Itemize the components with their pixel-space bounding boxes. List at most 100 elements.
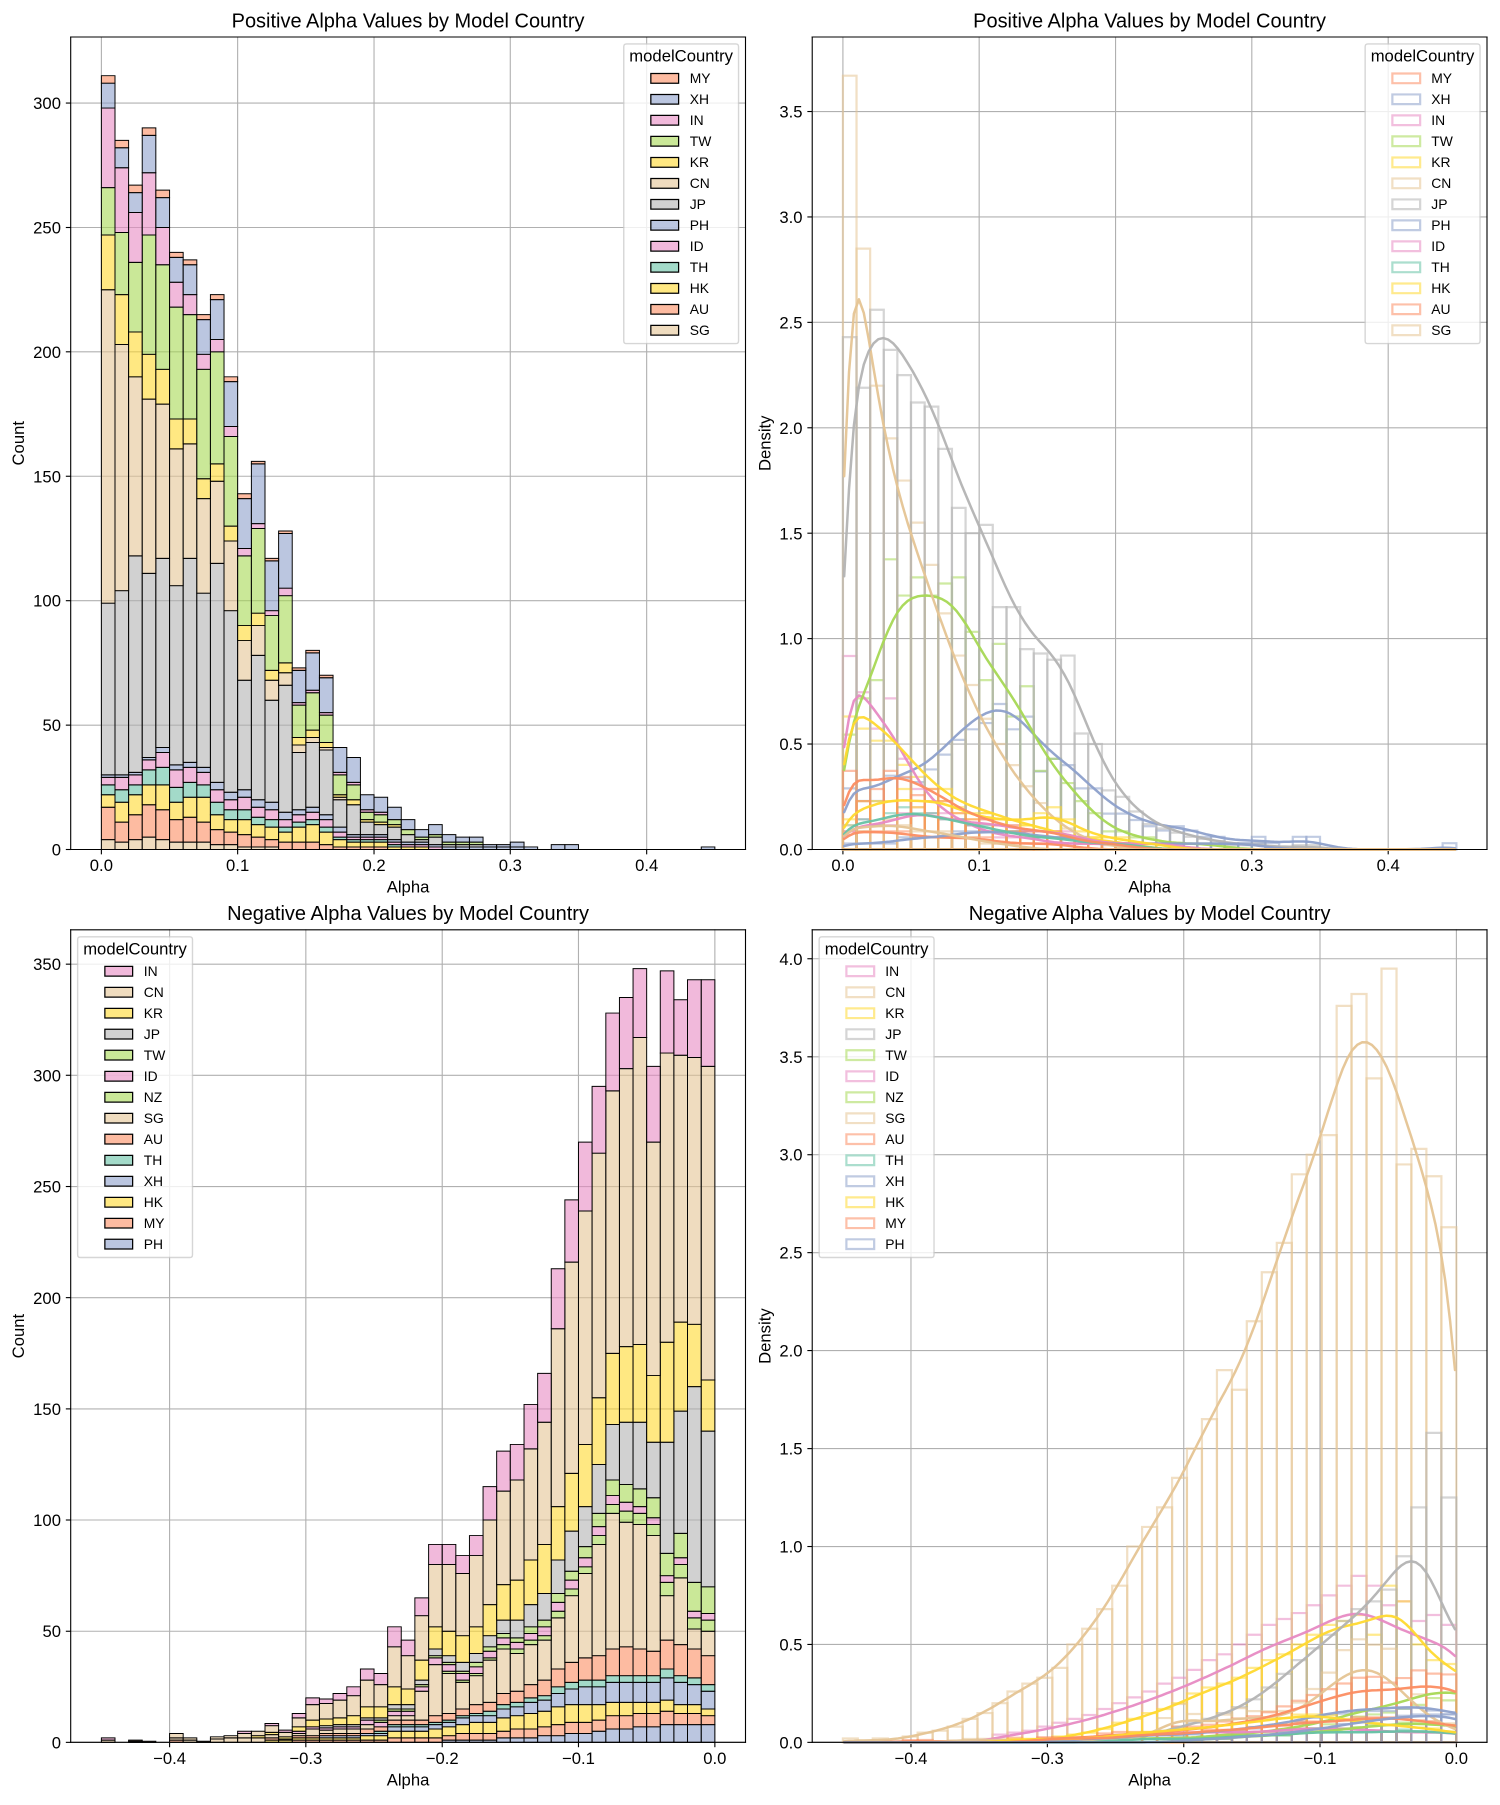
svg-text:modelCountry: modelCountry [825, 939, 929, 958]
svg-text:Alpha: Alpha [1128, 877, 1171, 896]
svg-text:MY: MY [144, 1215, 165, 1231]
svg-text:NZ: NZ [885, 1089, 904, 1105]
svg-text:−0.4: −0.4 [153, 1749, 186, 1768]
svg-text:50: 50 [42, 716, 61, 735]
svg-text:SG: SG [1431, 322, 1451, 338]
svg-text:0.4: 0.4 [635, 856, 658, 875]
svg-text:NZ: NZ [144, 1089, 163, 1105]
svg-text:ID: ID [144, 1068, 158, 1084]
svg-text:50: 50 [42, 1622, 61, 1641]
svg-text:Count: Count [9, 421, 28, 466]
svg-text:3.5: 3.5 [779, 103, 802, 122]
svg-text:CN: CN [885, 984, 905, 1000]
svg-text:JP: JP [885, 1026, 901, 1042]
svg-text:150: 150 [33, 1400, 61, 1419]
svg-text:250: 250 [33, 218, 61, 237]
svg-text:JP: JP [1431, 196, 1447, 212]
svg-text:0.1: 0.1 [968, 856, 991, 875]
svg-text:AU: AU [1431, 301, 1450, 317]
svg-text:HK: HK [144, 1194, 164, 1210]
svg-text:350: 350 [33, 955, 61, 974]
svg-text:PH: PH [690, 217, 709, 233]
svg-text:SG: SG [885, 1110, 905, 1126]
svg-text:3.0: 3.0 [779, 208, 802, 227]
svg-text:XH: XH [690, 91, 709, 107]
svg-text:ID: ID [885, 1068, 899, 1084]
svg-text:CN: CN [690, 175, 710, 191]
svg-text:HK: HK [690, 280, 710, 296]
svg-text:0: 0 [52, 841, 61, 860]
svg-text:IN: IN [690, 112, 704, 128]
svg-text:XH: XH [144, 1173, 163, 1189]
svg-text:Alpha: Alpha [387, 877, 430, 896]
svg-text:250: 250 [33, 1177, 61, 1196]
svg-text:TH: TH [885, 1152, 904, 1168]
svg-text:0.3: 0.3 [1240, 856, 1263, 875]
svg-text:JP: JP [690, 196, 706, 212]
svg-text:−0.1: −0.1 [562, 1749, 595, 1768]
svg-text:2.0: 2.0 [779, 1342, 802, 1361]
svg-text:0.4: 0.4 [1377, 856, 1400, 875]
svg-text:CN: CN [144, 984, 164, 1000]
svg-text:1.0: 1.0 [779, 630, 802, 649]
svg-text:1.0: 1.0 [779, 1538, 802, 1557]
svg-text:Alpha: Alpha [387, 1770, 430, 1789]
svg-text:0.1: 0.1 [226, 856, 249, 875]
svg-text:Negative Alpha Values by Model: Negative Alpha Values by Model Country [227, 903, 589, 925]
svg-text:HK: HK [1431, 280, 1451, 296]
svg-text:CN: CN [1431, 175, 1451, 191]
svg-text:KR: KR [885, 1005, 904, 1021]
svg-text:PH: PH [885, 1236, 904, 1252]
svg-text:0.0: 0.0 [90, 856, 113, 875]
svg-text:0.0: 0.0 [1445, 1749, 1468, 1768]
svg-text:ID: ID [690, 238, 704, 254]
svg-text:3.0: 3.0 [779, 1146, 802, 1165]
svg-text:0.5: 0.5 [779, 735, 802, 754]
svg-text:TW: TW [144, 1047, 166, 1063]
svg-text:−0.1: −0.1 [1304, 1749, 1337, 1768]
svg-text:Density: Density [755, 415, 774, 471]
svg-text:0.2: 0.2 [362, 856, 385, 875]
svg-text:IN: IN [885, 963, 899, 979]
svg-text:Negative Alpha Values by Model: Negative Alpha Values by Model Country [969, 903, 1331, 925]
svg-text:Density: Density [755, 1308, 774, 1364]
svg-text:−0.2: −0.2 [426, 1749, 459, 1768]
svg-text:TW: TW [1431, 133, 1453, 149]
svg-text:XH: XH [885, 1173, 904, 1189]
svg-text:1.5: 1.5 [779, 1440, 802, 1459]
svg-text:modelCountry: modelCountry [83, 939, 187, 958]
svg-text:TW: TW [690, 133, 712, 149]
svg-text:KR: KR [1431, 154, 1450, 170]
svg-text:IN: IN [144, 963, 158, 979]
svg-text:200: 200 [33, 343, 61, 362]
svg-text:0.0: 0.0 [779, 1733, 802, 1752]
svg-text:100: 100 [33, 1511, 61, 1530]
svg-text:300: 300 [33, 94, 61, 113]
svg-text:300: 300 [33, 1066, 61, 1085]
svg-text:−0.2: −0.2 [1167, 1749, 1200, 1768]
svg-text:JP: JP [144, 1026, 160, 1042]
svg-text:0.0: 0.0 [779, 841, 802, 860]
svg-text:0.0: 0.0 [703, 1749, 726, 1768]
svg-text:PH: PH [1431, 217, 1450, 233]
svg-text:PH: PH [144, 1236, 163, 1252]
svg-text:KR: KR [144, 1005, 163, 1021]
svg-text:2.0: 2.0 [779, 419, 802, 438]
svg-text:−0.3: −0.3 [1031, 1749, 1064, 1768]
svg-text:AU: AU [885, 1131, 904, 1147]
svg-text:2.5: 2.5 [779, 313, 802, 332]
svg-text:IN: IN [1431, 112, 1445, 128]
svg-text:HK: HK [885, 1194, 905, 1210]
svg-text:AU: AU [690, 301, 709, 317]
svg-text:Count: Count [9, 1314, 28, 1359]
svg-text:4.0: 4.0 [779, 950, 802, 969]
svg-text:KR: KR [690, 154, 709, 170]
svg-text:100: 100 [33, 592, 61, 611]
svg-text:0.2: 0.2 [1104, 856, 1127, 875]
svg-text:2.5: 2.5 [779, 1244, 802, 1263]
svg-text:modelCountry: modelCountry [629, 47, 733, 66]
svg-text:TW: TW [885, 1047, 907, 1063]
svg-text:XH: XH [1431, 91, 1450, 107]
svg-text:3.5: 3.5 [779, 1048, 802, 1067]
svg-text:200: 200 [33, 1289, 61, 1308]
